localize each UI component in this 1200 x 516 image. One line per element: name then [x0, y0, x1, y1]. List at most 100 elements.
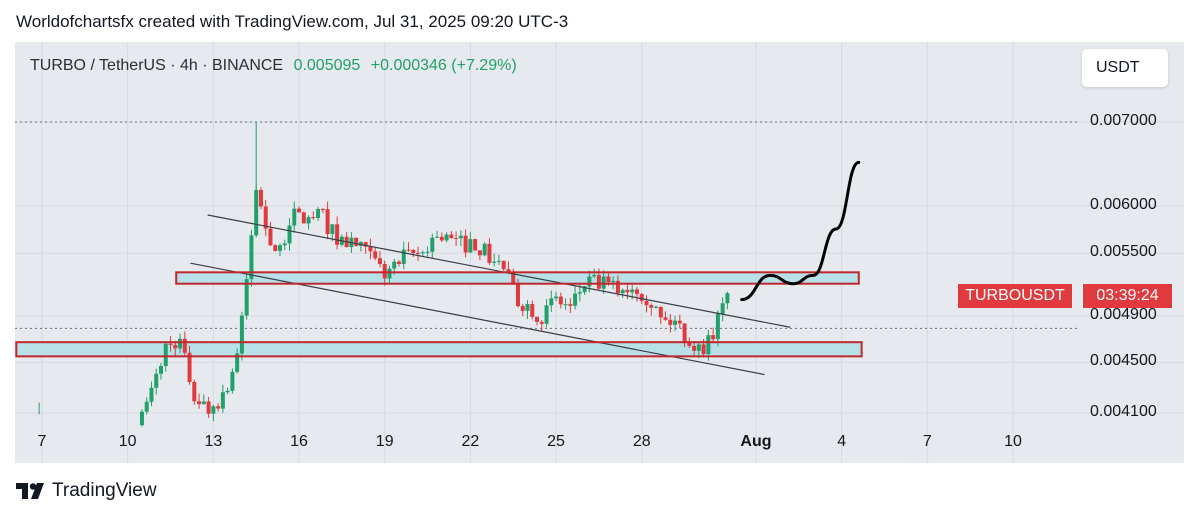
candle-up	[482, 243, 487, 256]
candle-up	[163, 343, 168, 366]
candle-up	[592, 275, 597, 277]
candle-down	[263, 206, 268, 229]
candle-down	[701, 344, 706, 355]
candle-down	[268, 228, 273, 246]
brand-name: TradingView	[52, 480, 157, 501]
candle-down	[168, 343, 173, 345]
resistance-zone-fill	[176, 272, 859, 284]
candle-up	[144, 401, 149, 412]
candle-down	[511, 272, 516, 284]
candle-up	[287, 225, 292, 244]
candle-down	[477, 250, 482, 256]
candle-down	[187, 352, 192, 382]
candle-up	[577, 292, 582, 294]
candle-up	[282, 243, 287, 246]
candle-down	[335, 224, 340, 245]
candle-down	[692, 345, 697, 351]
candle-up	[392, 261, 397, 269]
candle-down	[258, 189, 263, 207]
candle-up	[178, 338, 183, 349]
time-tick-label: 16	[290, 433, 308, 450]
candle-down	[506, 269, 511, 273]
candle-down	[677, 320, 682, 324]
candle-up	[220, 392, 225, 409]
chart-credit: Worldofchartsfx created with TradingView…	[16, 12, 569, 31]
candle-up	[573, 293, 578, 306]
candle-up	[563, 304, 568, 306]
candle-up	[587, 276, 592, 287]
candle-down	[377, 258, 382, 264]
candle-down	[463, 235, 468, 253]
candle-down	[634, 289, 639, 295]
time-tick-label: 19	[375, 433, 394, 450]
resistance-zone-border	[175, 271, 860, 285]
tradingview-brand[interactable]: TradingView	[16, 480, 157, 502]
support-zone-fill	[16, 342, 862, 357]
time-tick-label: 10	[1004, 433, 1022, 450]
candle-down	[354, 237, 359, 246]
candle-down	[539, 321, 544, 324]
candle-down	[363, 242, 368, 247]
candle-up	[611, 280, 616, 283]
candle-up	[420, 252, 425, 254]
time-tick-label: 25	[547, 433, 565, 450]
candle-up	[316, 209, 321, 218]
candle-up	[306, 217, 311, 224]
candle-down	[454, 238, 459, 240]
chart-pane[interactable]	[15, 42, 1184, 463]
tradingview-logo-icon	[16, 483, 44, 499]
candle-down	[530, 303, 535, 317]
candle-up	[387, 268, 392, 279]
candle-down	[368, 246, 373, 252]
price-tick-label: 0.004900	[1090, 306, 1157, 324]
candle-up	[225, 390, 230, 393]
candle-up	[430, 237, 435, 252]
currency-button[interactable]: USDT	[1082, 49, 1168, 87]
candle-up	[673, 320, 678, 325]
candle-up	[458, 235, 463, 239]
price-chart[interactable]	[15, 42, 1184, 463]
candle-down	[687, 342, 692, 346]
candle-up	[492, 261, 497, 263]
last-price: 0.005095	[293, 57, 361, 74]
projection-path	[740, 160, 861, 302]
candle-down	[568, 304, 573, 306]
candle-down	[487, 243, 492, 263]
candle-up	[254, 189, 259, 236]
symbol-header: TURBO / TetherUS · 4h · BINANCE 0.005095…	[30, 57, 517, 75]
candle-down	[596, 275, 601, 289]
price-tick-label: 0.004500	[1090, 352, 1157, 370]
candle-down	[182, 338, 187, 353]
candle-down	[663, 317, 668, 320]
bar-countdown: 03:39:24	[1082, 284, 1172, 308]
candle-down	[668, 319, 673, 325]
candle-down	[320, 209, 325, 211]
candle-up	[154, 373, 159, 388]
candle-up	[249, 235, 254, 280]
symbol-info: TURBO / TetherUS · 4h · BINANCE	[30, 57, 284, 74]
time-tick-label: 22	[461, 433, 480, 450]
candle-up	[401, 249, 406, 264]
time-tick-label: 10	[118, 433, 137, 450]
candle-up	[244, 279, 249, 316]
candle-down	[325, 209, 330, 234]
price-tick-label: 0.005500	[1090, 243, 1157, 261]
candle-up	[715, 313, 720, 340]
candle-up	[582, 286, 587, 293]
candle-down	[711, 335, 716, 340]
candle-down	[515, 283, 520, 307]
candle-up	[425, 251, 430, 253]
candle-down	[311, 217, 316, 219]
candle-down	[273, 245, 278, 251]
candle-up	[706, 335, 711, 355]
candle-down	[625, 289, 630, 293]
candle-up	[211, 406, 216, 414]
candle-up	[201, 401, 206, 405]
candle-up	[654, 306, 659, 308]
time-tick-label: 13	[204, 433, 223, 450]
candle-down	[301, 212, 306, 224]
candle-up	[696, 344, 701, 351]
time-tick-label: 4	[837, 433, 847, 450]
symbol-price-tag: TURBOUSDT	[958, 284, 1072, 308]
candle-down	[216, 406, 221, 409]
